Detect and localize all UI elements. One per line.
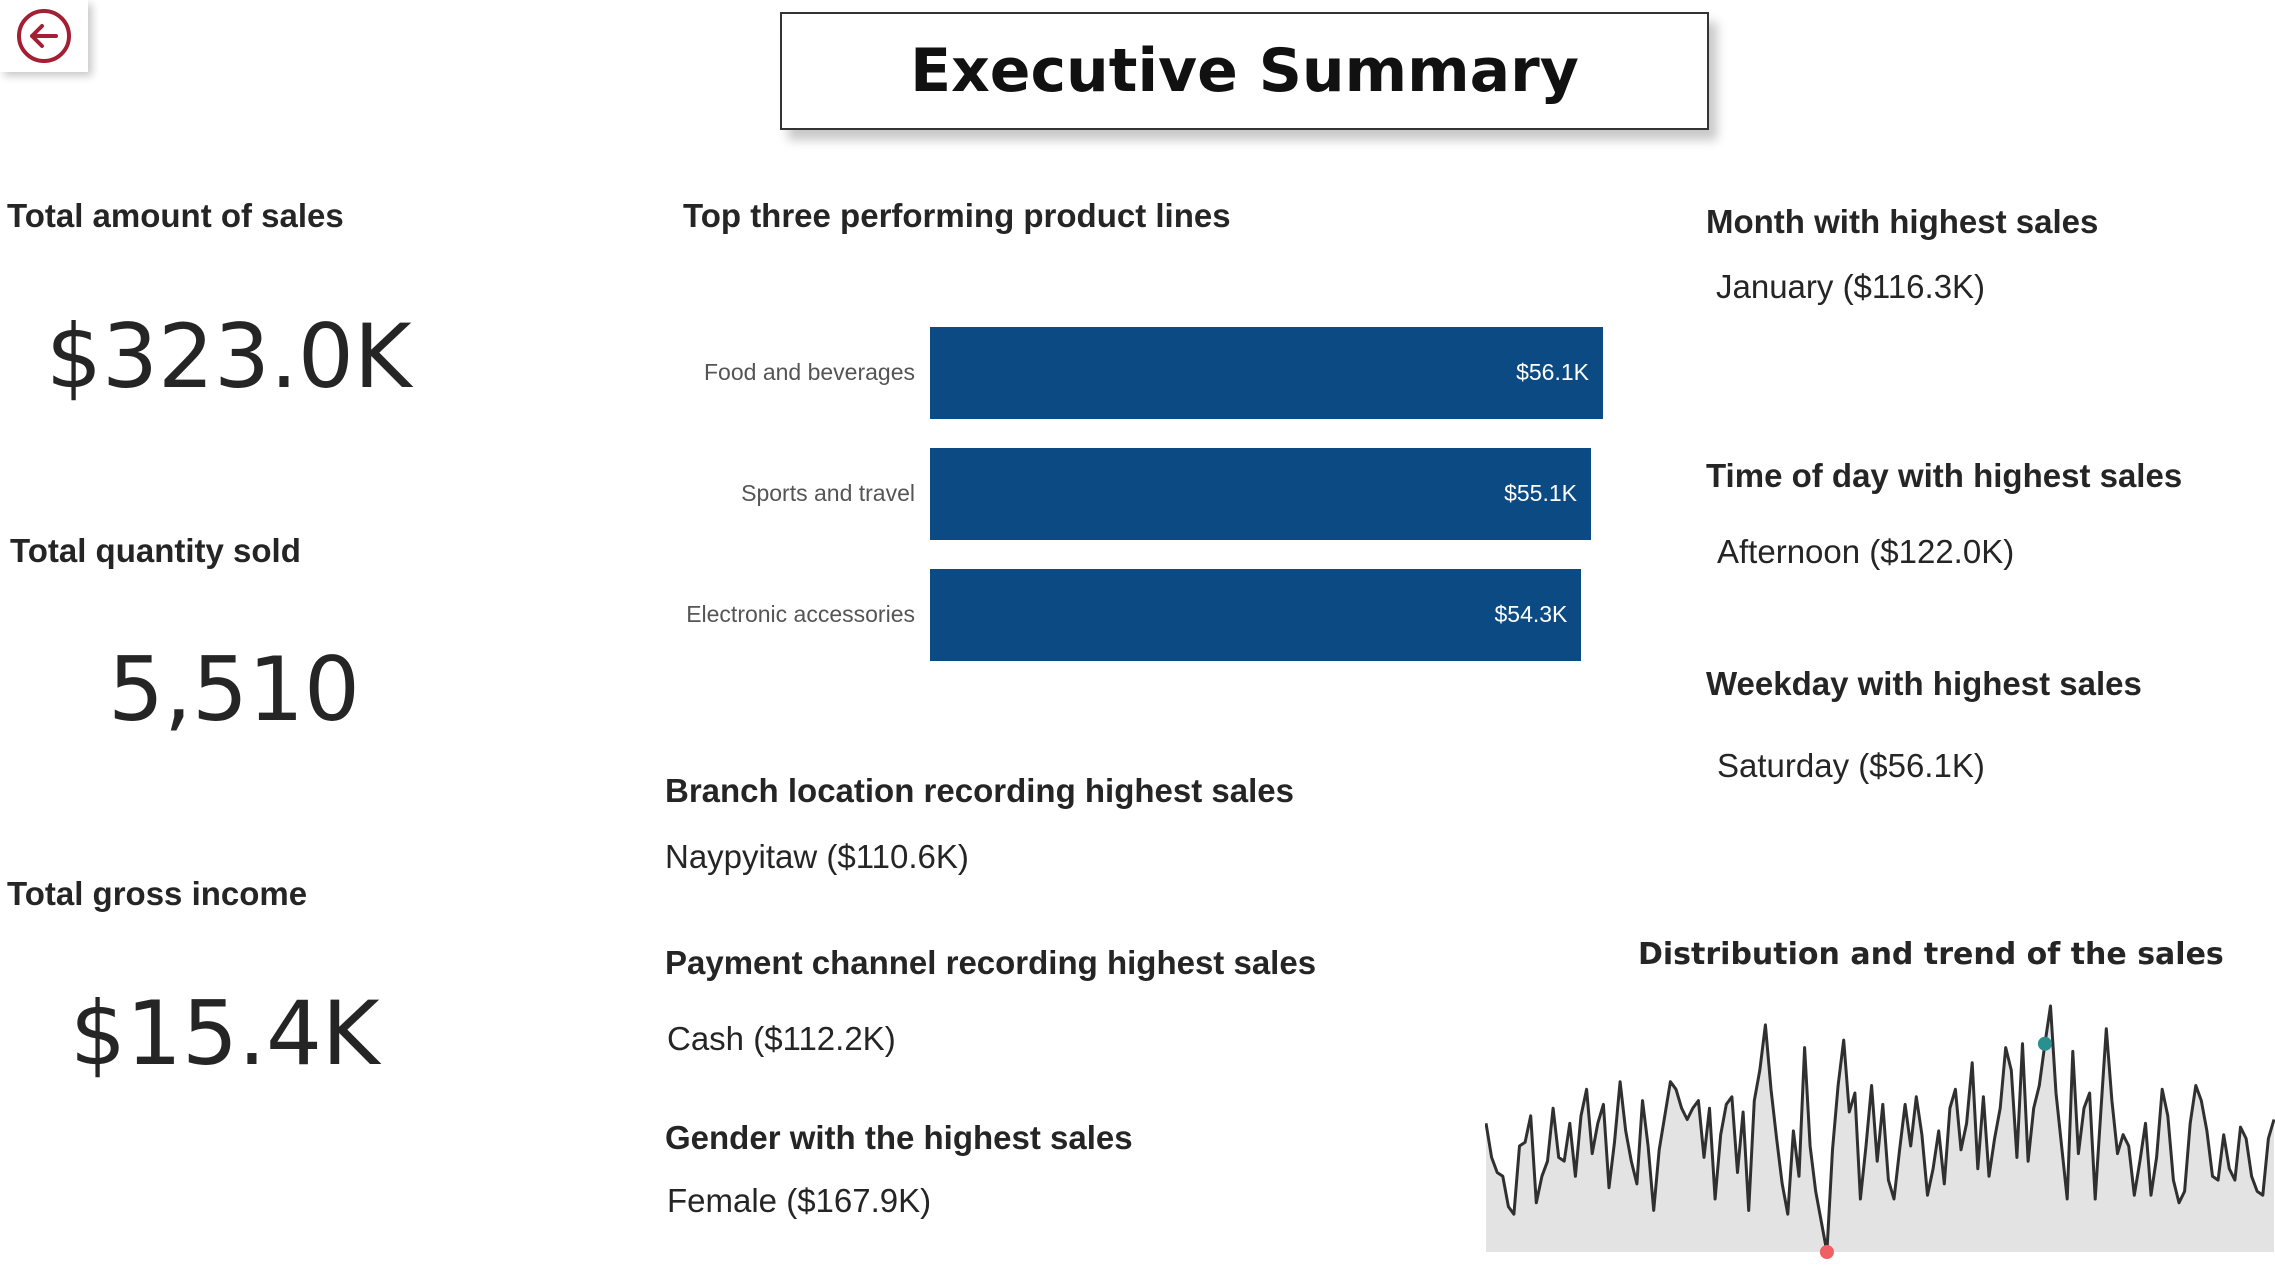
total-sales-label: Total amount of sales xyxy=(7,197,344,234)
month-label: Month with highest sales xyxy=(1706,203,2099,240)
product-line-bar[interactable] xyxy=(930,327,1603,419)
bar-category-label: Food and beverages xyxy=(704,359,915,385)
back-button[interactable] xyxy=(0,0,88,72)
product-line-bar[interactable] xyxy=(930,448,1591,540)
time-of-day-value: Afternoon ($122.0K) xyxy=(1717,533,2015,570)
time-of-day-label: Time of day with highest sales xyxy=(1706,457,2183,494)
page-title-box: Executive Summary xyxy=(780,12,1709,130)
product-line-bar[interactable] xyxy=(930,569,1582,661)
sales-trend-area-fill xyxy=(1486,1006,2274,1252)
branch-value: Naypyitaw ($110.6K) xyxy=(665,838,969,875)
bar-value-label: $54.3K xyxy=(1494,601,1568,627)
bar-value-label: $56.1K xyxy=(1516,359,1589,385)
sales-trend-area-chart xyxy=(1485,1004,2275,1259)
arrow-left-circle-icon xyxy=(17,9,71,63)
page-title: Executive Summary xyxy=(910,36,1579,106)
total-gross-income-value: $15.4K xyxy=(70,982,380,1085)
trend-max-marker[interactable] xyxy=(2037,1036,2052,1051)
product-lines-chart-title: Top three performing product lines xyxy=(683,197,1231,234)
gender-value: Female ($167.9K) xyxy=(667,1182,932,1219)
total-quantity-value: 5,510 xyxy=(108,638,360,741)
sales-trend-line xyxy=(1485,1004,2275,1254)
total-gross-income-label: Total gross income xyxy=(7,875,308,912)
weekday-label: Weekday with highest sales xyxy=(1706,665,2142,702)
payment-value: Cash ($112.2K) xyxy=(667,1020,896,1057)
payment-label: Payment channel recording highest sales xyxy=(665,944,1317,981)
gender-label: Gender with the highest sales xyxy=(665,1119,1133,1156)
total-quantity-label: Total quantity sold xyxy=(10,532,301,569)
trend-min-marker[interactable] xyxy=(1819,1245,1834,1259)
total-sales-value: $323.0K xyxy=(46,305,412,408)
weekday-value: Saturday ($56.1K) xyxy=(1717,747,1985,784)
sales-trend-chart-title: Distribution and trend of the sales xyxy=(1638,937,2224,972)
bar-category-label: Electronic accessories xyxy=(686,601,915,627)
bar-value-label: $55.1K xyxy=(1504,480,1577,506)
product-lines-bar-chart: Food and beverages $56.1K Sports and trave… xyxy=(600,300,1620,680)
bar-category-label: Sports and travel xyxy=(741,480,915,506)
branch-label: Branch location recording highest sales xyxy=(665,772,1294,809)
month-value: January ($116.3K) xyxy=(1716,268,1986,305)
